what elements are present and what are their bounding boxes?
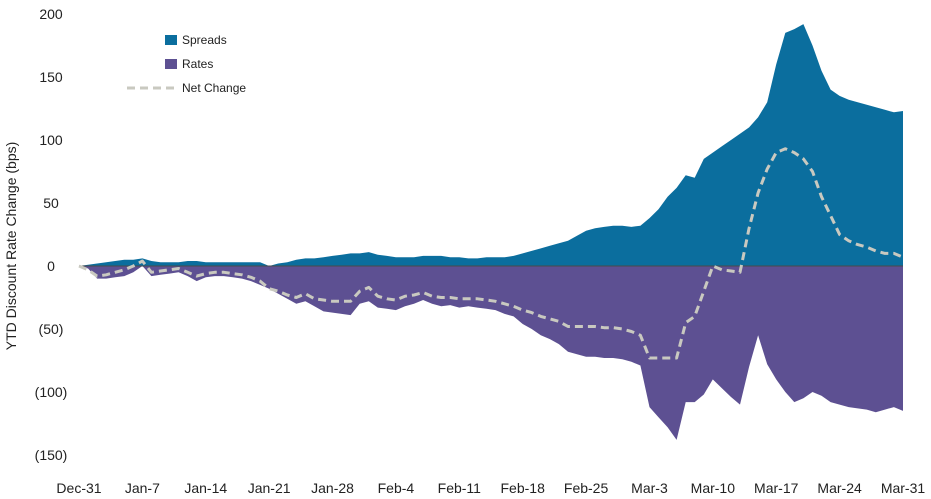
- y-tick-label: (100): [35, 384, 68, 400]
- x-tick-label: Jan-7: [125, 480, 160, 496]
- y-tick-label: 150: [39, 69, 63, 85]
- x-tick-label: Mar-31: [881, 480, 926, 496]
- y-tick-label: 200: [39, 6, 63, 22]
- y-tick-label: (150): [35, 447, 68, 463]
- net-change-line: [78, 147, 904, 360]
- x-tick-label: Dec-31: [56, 480, 101, 496]
- x-tick-label: Feb-25: [564, 480, 609, 496]
- legend-label: Net Change: [182, 81, 246, 95]
- x-tick-label: Feb-18: [501, 480, 546, 496]
- net-change-line-layer: [78, 147, 904, 360]
- legend-label: Rates: [182, 57, 213, 71]
- y-axis: 200 150 100 50 0 (50) (100) (150): [35, 6, 68, 463]
- legend-label: Spreads: [182, 33, 227, 47]
- x-tick-label: Feb-11: [438, 480, 482, 496]
- y-tick-label: (50): [39, 321, 64, 337]
- legend-swatch-rates: [165, 59, 177, 69]
- x-tick-label: Jan-28: [311, 480, 354, 496]
- y-tick-label: 50: [43, 195, 59, 211]
- x-tick-label: Mar-17: [754, 480, 799, 496]
- legend-swatch-spreads: [165, 35, 177, 45]
- y-axis-title: YTD Discount Rate Change (bps): [3, 142, 19, 351]
- rates-area: [79, 266, 903, 440]
- x-tick-label: Jan-21: [248, 480, 291, 496]
- y-tick-label: 0: [47, 258, 55, 274]
- spreads-area: [79, 24, 903, 266]
- x-tick-label: Mar-10: [691, 480, 736, 496]
- x-tick-label: Mar-3: [631, 480, 668, 496]
- y-tick-label: 100: [39, 132, 63, 148]
- x-axis: Dec-31 Jan-7 Jan-14 Jan-21 Jan-28 Feb-4 Feb-11…: [56, 480, 925, 496]
- x-tick-label: Feb-4: [378, 480, 415, 496]
- x-tick-label: Mar-24: [817, 480, 862, 496]
- legend: Spreads Rates Net Change: [127, 33, 246, 95]
- x-tick-label: Jan-14: [184, 480, 227, 496]
